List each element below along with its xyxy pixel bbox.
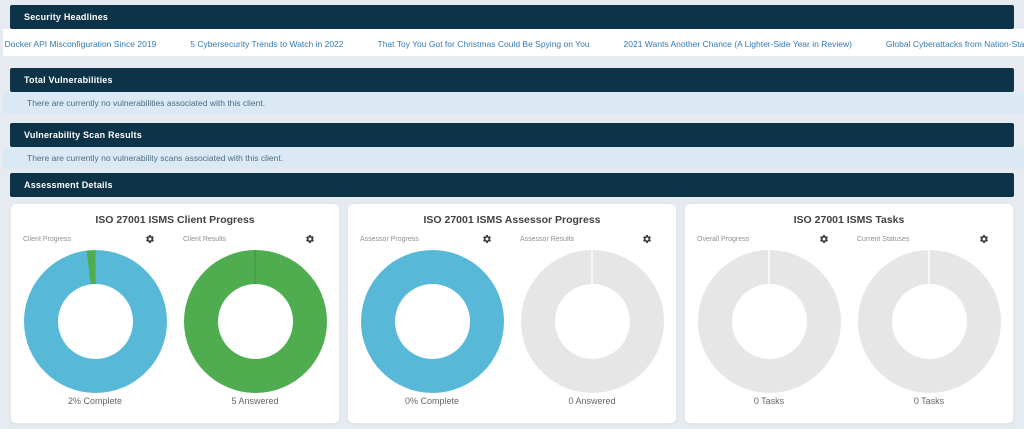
chart-row: Assessor Progress 0% Complete Assessor R… [352, 233, 672, 406]
security-headlines-header: Security Headlines [10, 5, 1014, 29]
donut-hole [57, 284, 133, 359]
chart-assessor-results: Assessor Results 0 Answered [512, 233, 672, 406]
donut-hole [394, 284, 470, 359]
segment-divider [768, 250, 770, 286]
chart-name: Current Statuses [857, 235, 910, 243]
total-vulnerabilities-header: Total Vulnerabilities [10, 68, 1014, 92]
vulnerability-scans-title: Vulnerability Scan Results [24, 130, 142, 140]
donut-caption: 0% Complete [404, 396, 460, 406]
gear-icon[interactable] [482, 234, 492, 244]
donut-chart-current-statuses[interactable] [857, 250, 1001, 393]
chart-head: Client Progress [15, 233, 175, 245]
chart-name: Overall Progress [697, 235, 750, 243]
donut-chart-client-progress[interactable] [23, 250, 167, 393]
assessment-details-header: Assessment Details [10, 173, 1014, 197]
card-title: ISO 27001 ISMS Client Progress [95, 214, 255, 226]
chart-client-progress: Client Progress 2% Complete [15, 233, 175, 406]
gear-icon[interactable] [979, 234, 989, 244]
chart-head: Assessor Results [512, 233, 672, 245]
segment-divider [928, 250, 930, 286]
headline-link[interactable]: s Docker API Misconfiguration Since 2019 [3, 39, 157, 49]
donut-caption: 5 Answered [231, 396, 279, 406]
headline-link[interactable]: Global Cyberattacks from Nation-State Ac… [885, 39, 1024, 49]
headline-link[interactable]: 5 Cybersecurity Trends to Watch in 2022 [190, 39, 344, 49]
headline-link[interactable]: 2021 Wants Another Chance (A Lighter-Sid… [623, 39, 852, 49]
donut-caption: 2% Complete [67, 396, 123, 406]
card-title: ISO 27001 ISMS Tasks [793, 214, 905, 226]
gear-icon[interactable] [819, 234, 829, 244]
donut-chart-assessor-results[interactable] [520, 250, 664, 393]
headline-link[interactable]: That Toy You Got for Christmas Could Be … [377, 39, 590, 49]
donut-caption: 0 Answered [568, 396, 616, 406]
gear-icon[interactable] [305, 234, 315, 244]
donut-caption: 0 Tasks [913, 396, 945, 406]
chart-head: Current Statuses [849, 233, 1009, 245]
total-vulnerabilities-message: There are currently no vulnerabilities a… [3, 92, 1024, 114]
donut-chart-overall-progress[interactable] [697, 250, 841, 393]
donut-wrap: 2% Complete [15, 250, 175, 406]
chart-row: Client Progress 2% Complete Client Resul… [15, 233, 335, 406]
donut-hole [217, 284, 293, 359]
chart-name: Assessor Progress [360, 235, 419, 243]
vulnerability-scans-header: Vulnerability Scan Results [10, 123, 1014, 147]
chart-name: Client Progress [23, 235, 71, 243]
donut-wrap: 5 Answered [175, 250, 335, 406]
chart-row: Overall Progress 0 Tasks Current Statuse… [689, 233, 1009, 406]
chart-name: Client Results [183, 235, 227, 243]
donut-hole [554, 284, 630, 359]
chart-head: Overall Progress [689, 233, 849, 245]
chart-head: Client Results [175, 233, 335, 245]
card-client-progress: ISO 27001 ISMS Client Progress Client Pr… [10, 203, 340, 424]
donut-wrap: 0 Tasks [849, 250, 1009, 406]
chart-name: Assessor Results [520, 235, 575, 243]
card-title: ISO 27001 ISMS Assessor Progress [423, 214, 601, 226]
security-headlines-title: Security Headlines [24, 12, 109, 22]
vulnerability-scans-message: There are currently no vulnerability sca… [3, 147, 1024, 169]
gear-icon[interactable] [642, 234, 652, 244]
donut-wrap: 0 Tasks [689, 250, 849, 406]
donut-wrap: 0% Complete [352, 250, 512, 406]
donut-chart-assessor-progress[interactable] [360, 250, 504, 393]
donut-wrap: 0 Answered [512, 250, 672, 406]
donut-chart-client-results[interactable] [183, 250, 327, 393]
donut-hole [731, 284, 807, 359]
chart-assessor-progress: Assessor Progress 0% Complete [352, 233, 512, 406]
chart-client-results: Client Results 5 Answered [175, 233, 335, 406]
total-vulnerabilities-title: Total Vulnerabilities [24, 75, 113, 85]
gear-icon[interactable] [145, 234, 155, 244]
headline-ticker: s Docker API Misconfiguration Since 2019… [3, 29, 1024, 56]
card-tasks: ISO 27001 ISMS Tasks Overall Progress 0 … [684, 203, 1014, 424]
chart-head: Assessor Progress [352, 233, 512, 245]
assessment-details-title: Assessment Details [24, 180, 113, 190]
donut-caption: 0 Tasks [753, 396, 785, 406]
assessment-cards: ISO 27001 ISMS Client Progress Client Pr… [10, 203, 1014, 424]
segment-divider [254, 250, 256, 286]
chart-overall-progress: Overall Progress 0 Tasks [689, 233, 849, 406]
chart-current-statuses: Current Statuses 0 Tasks [849, 233, 1009, 406]
card-assessor-progress: ISO 27001 ISMS Assessor Progress Assesso… [347, 203, 677, 424]
donut-hole [891, 284, 967, 359]
segment-divider [591, 250, 593, 286]
